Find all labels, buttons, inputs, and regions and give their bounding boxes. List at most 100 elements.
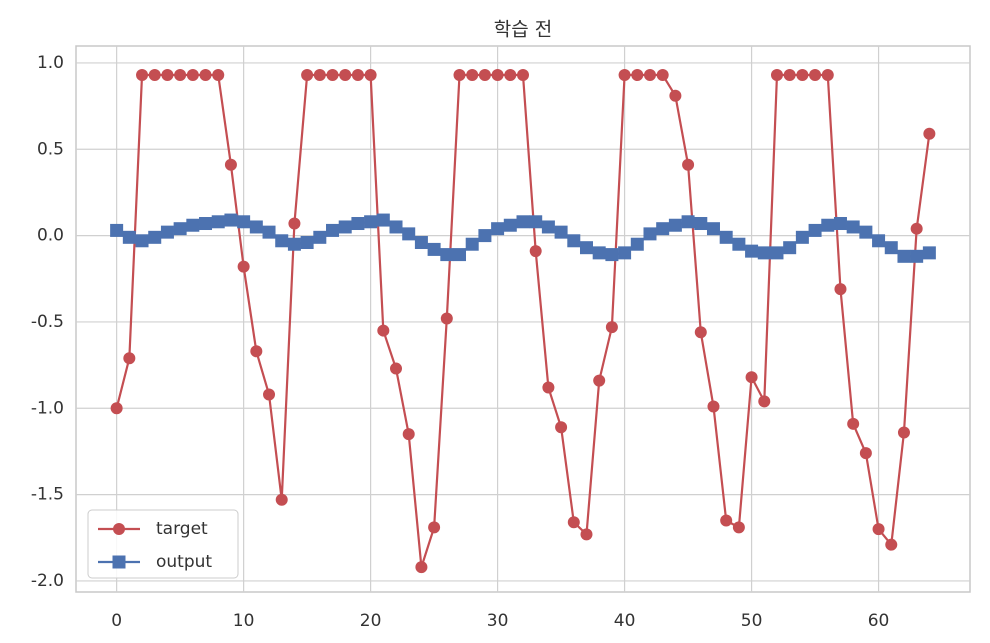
point	[910, 249, 924, 263]
point	[821, 69, 834, 82]
point	[669, 89, 682, 102]
point	[351, 69, 364, 82]
point	[529, 215, 543, 229]
point	[783, 69, 796, 82]
point	[847, 417, 860, 430]
point	[846, 220, 860, 234]
x-tick-label: 60	[868, 611, 890, 631]
point	[656, 222, 670, 236]
point	[160, 225, 174, 239]
point	[605, 248, 619, 262]
point	[592, 246, 606, 260]
x-tick-label: 40	[614, 611, 636, 631]
y-tick-label: 0.0	[37, 226, 64, 246]
point	[758, 395, 771, 408]
point	[148, 69, 161, 82]
point	[719, 230, 733, 244]
point	[376, 213, 390, 227]
point	[643, 69, 656, 82]
point	[428, 521, 441, 534]
point	[211, 215, 225, 229]
chart-title: 학습 전	[494, 19, 552, 41]
point	[809, 69, 822, 82]
point	[579, 241, 593, 255]
point	[478, 69, 491, 82]
point	[402, 428, 415, 441]
point	[885, 538, 898, 551]
point	[808, 223, 822, 237]
point	[249, 220, 263, 234]
point	[313, 230, 327, 244]
point	[923, 127, 936, 140]
point	[491, 69, 504, 82]
point	[110, 223, 124, 237]
point	[706, 222, 720, 236]
point	[720, 514, 733, 527]
point	[618, 69, 631, 82]
point	[529, 245, 542, 258]
point	[593, 374, 606, 387]
legend-label: output	[156, 552, 212, 572]
point	[300, 236, 314, 250]
point	[326, 223, 340, 237]
point	[339, 69, 352, 82]
point	[668, 218, 682, 232]
point	[694, 217, 708, 231]
y-tick-label: -1.5	[31, 485, 64, 505]
point	[262, 225, 276, 239]
point	[795, 230, 809, 244]
y-tick-label: -1.0	[31, 398, 64, 418]
point	[541, 220, 555, 234]
point	[859, 447, 872, 460]
point	[402, 227, 416, 241]
point	[161, 69, 174, 82]
y-tick-label: 1.0	[37, 53, 64, 73]
point	[770, 246, 784, 260]
point	[732, 521, 745, 534]
point	[390, 362, 403, 375]
point	[414, 236, 428, 250]
x-tick-label: 10	[233, 611, 255, 631]
point	[796, 69, 809, 82]
point	[567, 516, 580, 529]
point	[783, 241, 797, 255]
point	[224, 213, 238, 227]
point	[631, 69, 644, 82]
legend-marker	[112, 555, 126, 569]
plot-area	[75, 45, 971, 593]
legend-marker	[113, 523, 125, 535]
point	[263, 388, 276, 401]
point	[897, 249, 911, 263]
point	[504, 69, 517, 82]
point	[757, 246, 771, 260]
point	[364, 69, 377, 82]
point	[503, 218, 517, 232]
point	[630, 237, 644, 251]
point	[212, 69, 225, 82]
point	[897, 426, 910, 439]
point	[237, 260, 250, 273]
point	[250, 345, 263, 358]
y-tick-label: 0.5	[37, 139, 64, 159]
point	[440, 312, 453, 325]
point	[313, 69, 326, 82]
x-tick-label: 30	[487, 611, 509, 631]
point	[922, 246, 936, 260]
point	[122, 230, 136, 244]
point	[301, 69, 314, 82]
point	[681, 215, 695, 229]
point	[364, 215, 378, 229]
point	[872, 523, 885, 536]
point	[516, 215, 530, 229]
point	[110, 402, 123, 415]
point	[136, 69, 149, 82]
point	[275, 493, 288, 506]
point	[910, 222, 923, 235]
point	[491, 222, 505, 236]
point	[567, 234, 581, 248]
grid	[76, 46, 970, 592]
point	[287, 237, 301, 251]
point	[186, 218, 200, 232]
